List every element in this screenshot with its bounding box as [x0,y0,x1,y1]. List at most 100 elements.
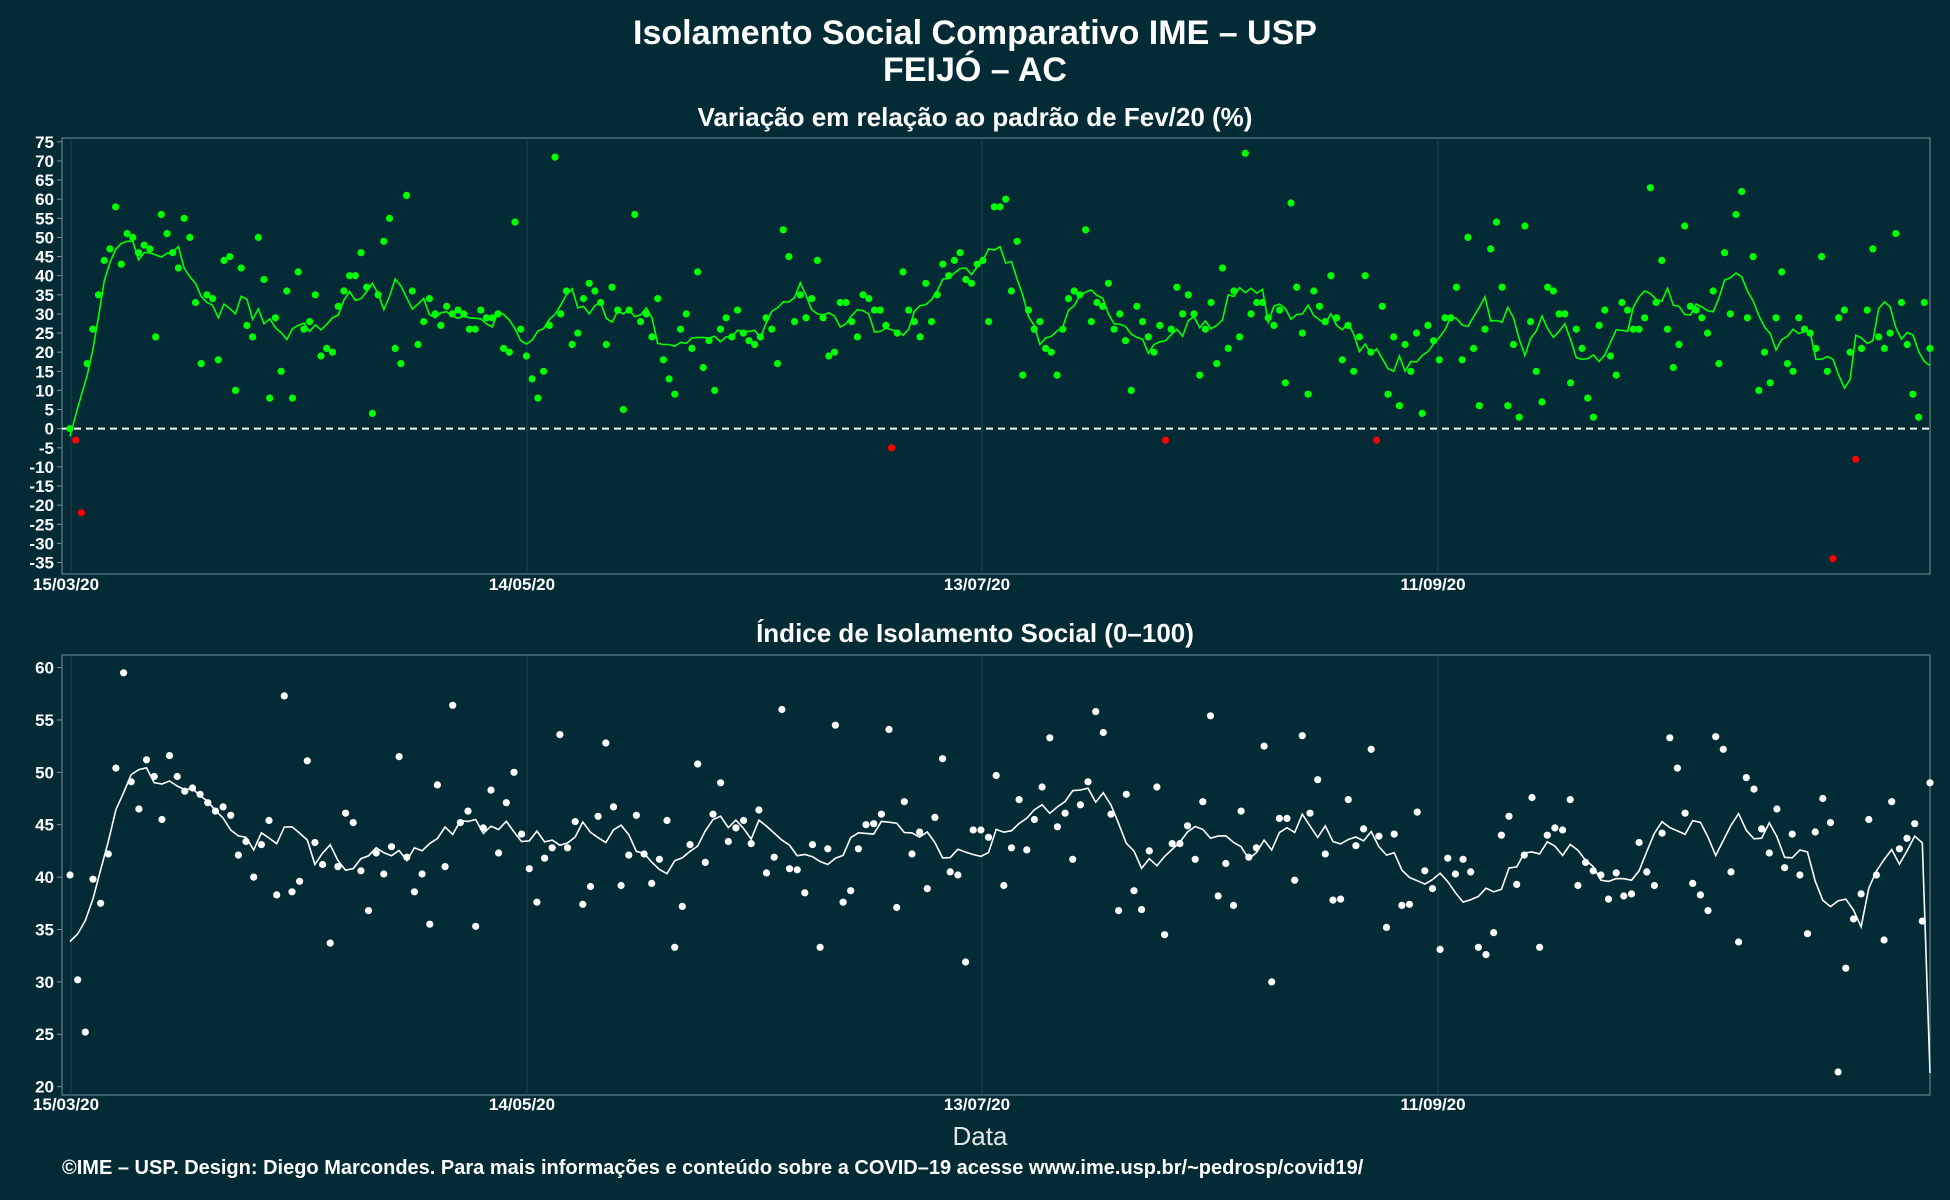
data-point [1567,379,1575,387]
data-point [882,321,890,329]
data-point [342,809,350,817]
data-point [1652,298,1660,307]
data-point [1474,943,1482,951]
data-point [945,272,953,280]
data-point [773,360,782,368]
data-point [1618,298,1626,307]
data-point [1218,264,1227,272]
data-point [893,329,901,337]
panel-index: 15/03/20 14/05/20 13/07/20 11/09/20 60 55 50 45… [33,654,1934,1114]
data-point [1538,398,1546,406]
data-point [533,898,541,906]
data-point [180,214,188,222]
data-point [242,837,250,846]
data-point [1783,360,1791,368]
data-point [1207,298,1215,307]
data-point [1721,249,1729,257]
data-point [1024,306,1033,314]
data-point [922,279,930,287]
data-point [950,256,959,264]
data-point [158,815,166,824]
plot-border [61,654,1931,1096]
data-point [152,333,160,341]
data-point [1082,226,1090,234]
data-point [839,898,847,906]
data-point [579,295,588,303]
data-point [169,249,177,257]
data-point [1895,845,1903,853]
data-point [66,425,74,433]
data-point [1612,869,1620,877]
data-point [1606,352,1615,360]
data-point [801,889,809,897]
data-point [1589,867,1597,875]
data-point [357,867,365,875]
data-point [522,352,531,360]
data-point [1903,834,1911,842]
data-point [1314,776,1322,784]
data-point [472,922,480,930]
data-point [1849,915,1858,923]
data-point [1578,344,1586,352]
data-point [1903,340,1911,349]
data-point [1127,386,1135,394]
data-point [1492,218,1500,226]
data-point [1407,367,1415,375]
data-point [946,868,954,876]
data-point [243,321,251,329]
data-point [351,272,359,280]
data-point [1047,348,1055,356]
data-point [1173,283,1181,291]
data-point [181,787,189,795]
data-point [1253,298,1261,307]
data-point [83,360,91,368]
data-point [1237,807,1245,815]
data-point [1681,222,1689,230]
data-point [1064,295,1073,303]
data-point [1629,325,1637,333]
data-point [1875,333,1883,341]
data-point [340,287,348,295]
data-point [632,811,641,819]
data-point [1355,333,1363,341]
data-point [219,803,227,811]
data-point [1846,348,1854,356]
data-point [796,291,804,299]
data-point [1819,794,1827,803]
data-point [477,306,485,314]
data-point [517,325,525,333]
data-point [1430,337,1438,345]
data-point [72,436,80,444]
data-point [280,692,288,700]
data-point [1013,237,1021,245]
data-point [870,306,879,314]
data-point [910,318,919,326]
data-point [1749,253,1757,261]
data-point [1726,310,1734,318]
data-point [1532,367,1540,375]
data-point [106,245,114,253]
data-point [711,386,719,394]
data-point [397,360,405,368]
data-point [1413,808,1421,816]
data-point [1481,325,1489,333]
data-point [1826,819,1835,827]
data-point [1224,344,1232,352]
data-point [819,314,827,322]
data-point [665,375,673,383]
data-point [1490,929,1498,937]
data-point [1888,798,1896,806]
data-point [1803,930,1812,938]
data-point [1176,840,1184,848]
data-point [134,249,143,257]
data-point [1156,321,1164,329]
data-point [1505,812,1513,820]
data-point [540,367,548,375]
data-point [140,241,148,249]
data-point [500,344,508,352]
data-point [1789,367,1797,375]
data-point [1549,287,1557,295]
data-point [363,283,371,291]
data-point [602,739,610,747]
data-point [1880,344,1888,352]
